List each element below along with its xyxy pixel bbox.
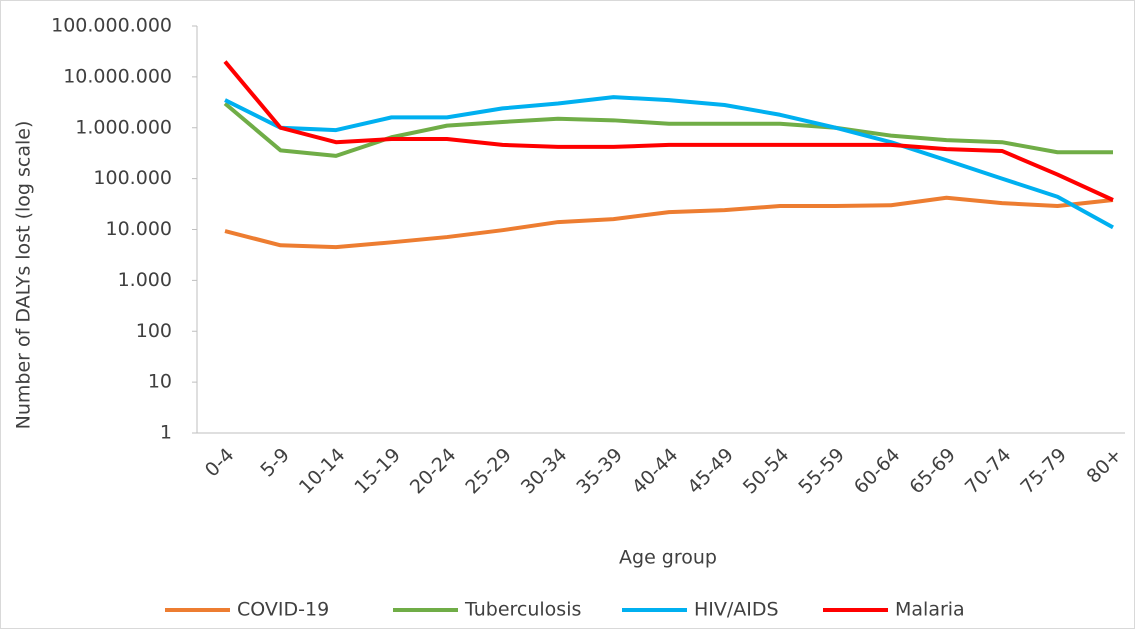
y-axis-title: Number of DALYs lost (log scale) [13, 121, 35, 430]
y-tick-label: 10.000 [106, 218, 172, 240]
y-tick-label: 1.000.000 [75, 116, 172, 138]
legend-label: HIV/AIDS [694, 599, 779, 621]
legend-label: Tuberculosis [464, 599, 581, 621]
y-tick-label: 100 [136, 320, 172, 342]
y-tick-label: 100.000.000 [51, 15, 172, 37]
series-line [224, 195, 1114, 250]
series-line [223, 101, 1113, 158]
x-axis-title: Age group [619, 547, 717, 569]
series-line [223, 60, 1114, 202]
y-tick-label: 100.000 [93, 167, 172, 189]
y-tick-label: 1 [160, 422, 172, 444]
legend-label: Malaria [895, 599, 965, 621]
y-tick-label: 10 [148, 371, 172, 393]
series-line [224, 95, 1114, 230]
y-tick-label: 1.000 [118, 269, 172, 291]
legend-label: COVID-19 [237, 599, 329, 621]
y-tick-label: 10.000.000 [63, 65, 172, 87]
